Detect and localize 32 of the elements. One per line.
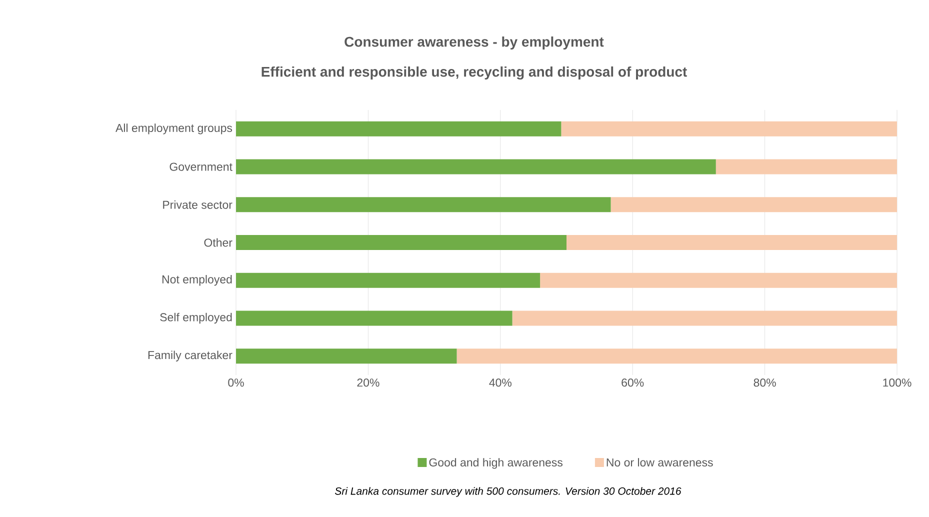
x-tick-label: 20%	[357, 378, 380, 387]
text: Sri Lanka consumer survey with 500 consumers. Version 30 October 2016	[334, 487, 682, 497]
legend-label: No or low awareness	[606, 458, 713, 467]
x-tick-label: 100%	[883, 378, 912, 387]
bar	[236, 310, 512, 326]
bar	[236, 272, 540, 288]
bar	[236, 348, 457, 364]
bar	[512, 310, 898, 326]
x-tick-label: 0%	[228, 378, 244, 387]
x-tick-label: 80%	[754, 378, 776, 387]
y-tick-label: Private sector	[163, 200, 232, 209]
y-tick-label: Self employed	[160, 312, 232, 324]
chart-title: Consumer awareness - by employment	[344, 36, 604, 50]
y-tick-label: Government	[170, 162, 232, 171]
bar	[566, 235, 898, 250]
bar	[610, 197, 898, 212]
y-tick-label: Family caretaker	[148, 350, 232, 362]
y-tick-label: All employment groups	[116, 124, 232, 134]
x-tick-label: 60%	[622, 378, 644, 387]
legend-label: Good and high awareness	[429, 458, 562, 469]
bar	[236, 159, 716, 174]
bar	[236, 121, 562, 136]
y-tick-label: Other	[204, 238, 232, 247]
bar	[561, 121, 898, 136]
x-tick-label: 40%	[489, 378, 512, 387]
bar	[236, 197, 611, 212]
chart-subtitle: Efficient and responsible use, recycling and disposal of product	[262, 66, 687, 80]
bar	[540, 272, 898, 288]
bar	[236, 235, 567, 250]
y-tick-label: Not employed	[162, 275, 232, 286]
bar	[716, 159, 898, 174]
bar	[456, 348, 898, 364]
